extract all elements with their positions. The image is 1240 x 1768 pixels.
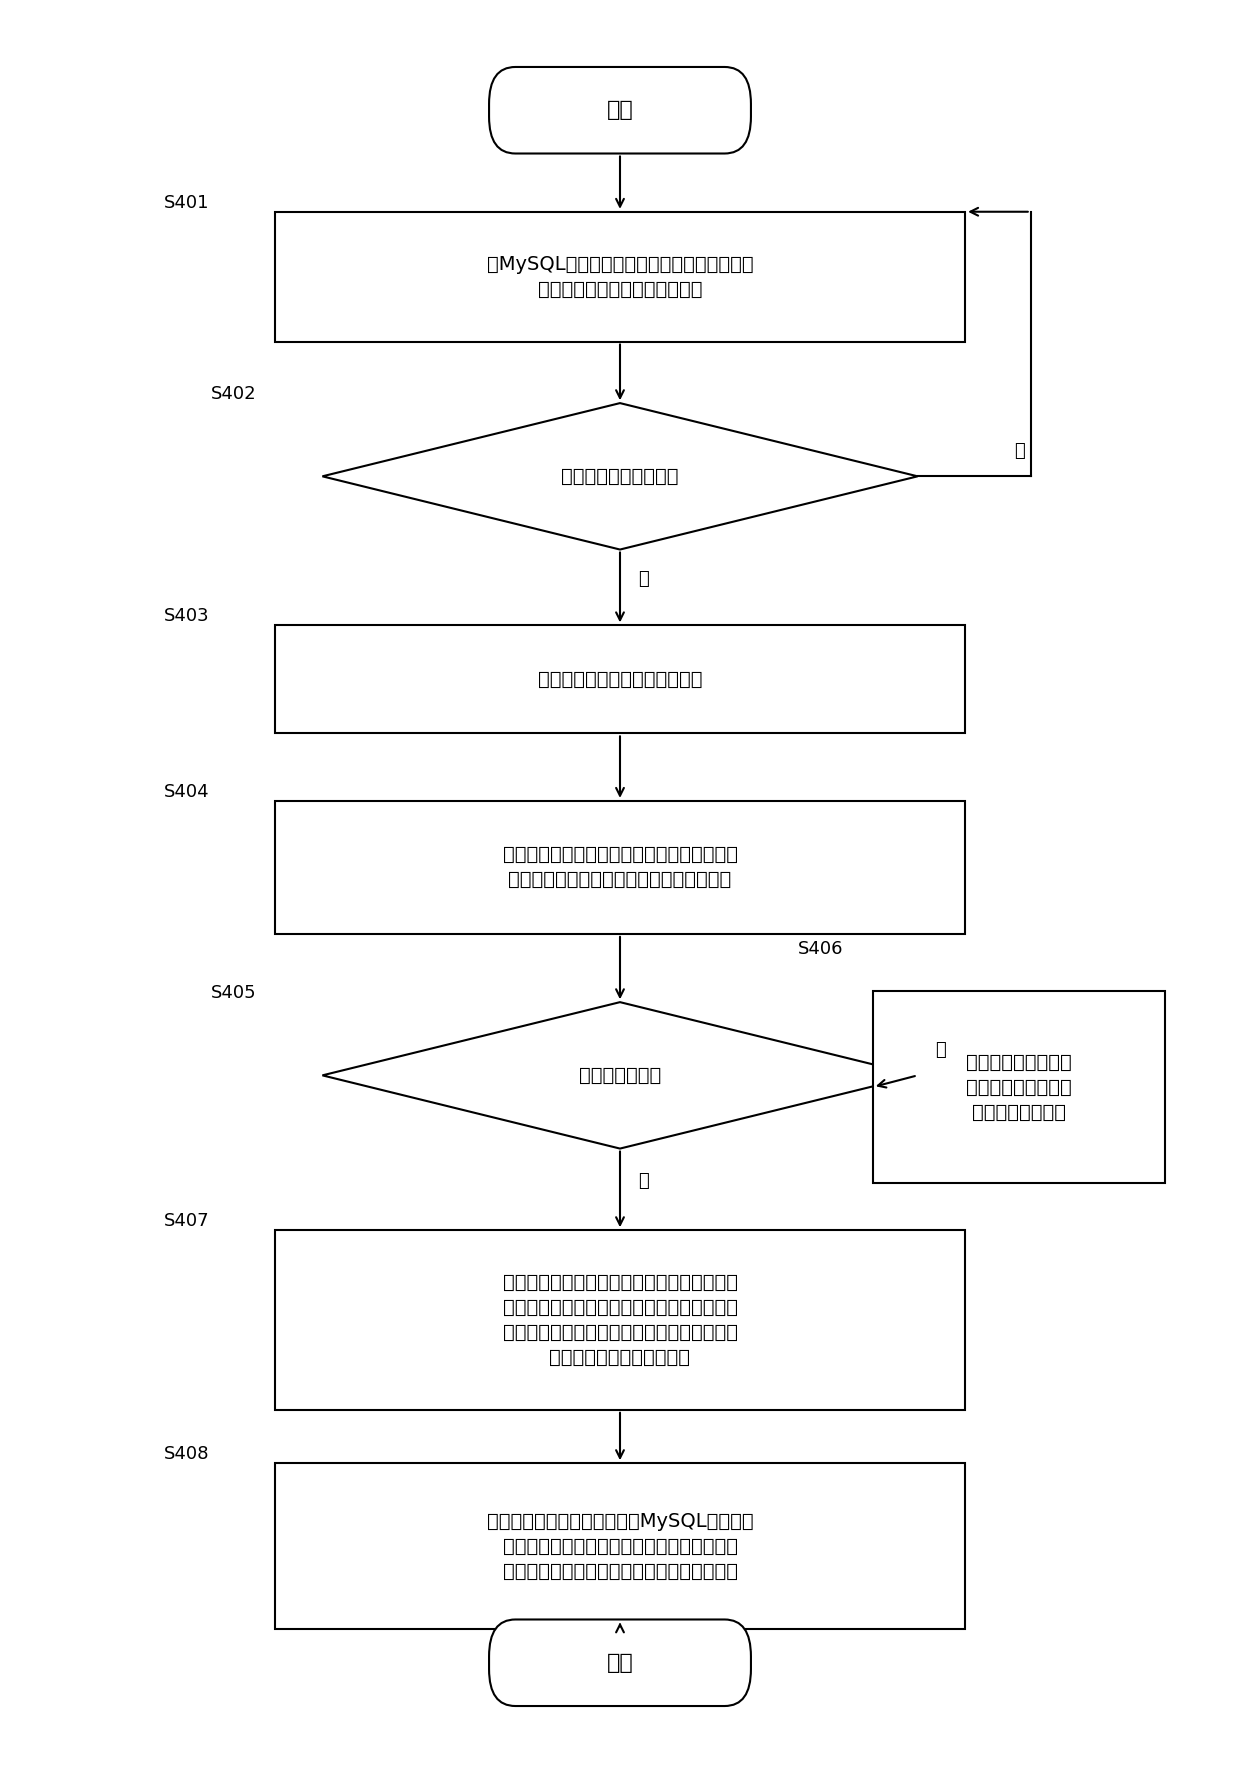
Text: 检测是否发生计数事件: 检测是否发生计数事件	[562, 467, 678, 486]
Text: 统计当前计数结果时，从所述MySQL计数器表
中读取各所述槽位对应的槽位値，将各所述槽
位値相加并将相加后的和値作为当前计数结果: 统计当前计数结果时，从所述MySQL计数器表 中读取各所述槽位对应的槽位値，将各…	[486, 1512, 754, 1581]
Bar	[873, 992, 1164, 1183]
Text: S406: S406	[797, 941, 843, 958]
Text: 否: 否	[637, 1172, 649, 1190]
Bar	[275, 212, 965, 341]
Polygon shape	[322, 403, 918, 550]
Text: 是: 是	[637, 569, 649, 589]
Text: 预设栈是否为空: 预设栈是否为空	[579, 1066, 661, 1086]
FancyBboxPatch shape	[489, 1619, 751, 1706]
Text: 将所述计数事件存储至消息队列: 将所述计数事件存储至消息队列	[538, 670, 702, 690]
Text: 从所述预设栈中读取所述槽位値，将所述计数
事件更新至所述槽位値、将已进行计数的所述
计数事件从所述消息队列中删除并将更新后的
所述槽位値返回所述预设栈: 从所述预设栈中读取所述槽位値，将所述计数 事件更新至所述槽位値、将已进行计数的所…	[502, 1273, 738, 1367]
Polygon shape	[322, 1002, 918, 1149]
Text: 开启与所述槽位数量相同的多个计数线程，所
述计数线程从所述消息队列中读取计数事件: 开启与所述槽位数量相同的多个计数线程，所 述计数线程从所述消息队列中读取计数事件	[502, 845, 738, 889]
Text: 是: 是	[935, 1041, 946, 1059]
Bar	[275, 801, 965, 934]
Text: S403: S403	[164, 606, 210, 626]
Text: 结束: 结束	[606, 1653, 634, 1673]
Text: 在MySQL计数器表中设置多个槽位，且多个槽
位对应的多个槽位値存入预设栈: 在MySQL计数器表中设置多个槽位，且多个槽 位对应的多个槽位値存入预设栈	[486, 255, 754, 299]
Text: S407: S407	[164, 1213, 210, 1231]
Bar	[275, 626, 965, 734]
Bar	[275, 1464, 965, 1630]
Text: S404: S404	[164, 783, 210, 801]
Text: 将所述计数线程取出
的所述计数事件再次
存入所述消息队列: 将所述计数线程取出 的所述计数事件再次 存入所述消息队列	[966, 1052, 1071, 1121]
Text: S408: S408	[164, 1444, 210, 1464]
Text: S405: S405	[211, 985, 257, 1002]
Text: 否: 否	[1014, 442, 1024, 460]
Text: S402: S402	[211, 385, 257, 403]
Text: S401: S401	[164, 194, 210, 212]
Bar	[275, 1231, 965, 1409]
FancyBboxPatch shape	[489, 67, 751, 154]
Text: 开始: 开始	[606, 101, 634, 120]
